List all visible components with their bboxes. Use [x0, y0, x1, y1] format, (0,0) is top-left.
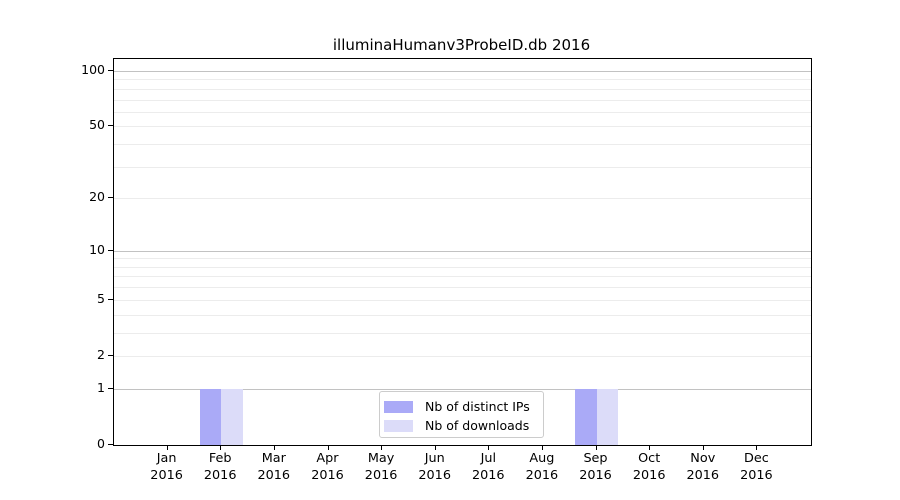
bar-downloads-sep-2016	[596, 388, 618, 445]
gridline-8	[114, 266, 811, 268]
x-tick-label-oct-2016: Oct 2016	[632, 451, 666, 483]
legend-swatch-distinct-ips	[384, 400, 413, 413]
plot-area	[113, 58, 812, 446]
gridline-20	[114, 198, 811, 200]
y-tick-label-1: 1	[97, 379, 105, 395]
x-tick-may-2016	[381, 445, 383, 450]
gridline-70	[114, 99, 811, 101]
y-tick-20	[108, 197, 113, 199]
x-tick-label-jan-2016: Jan 2016	[150, 451, 183, 483]
y-tick-label-100: 100	[81, 61, 105, 77]
x-tick-label-feb-2016: Feb 2016	[203, 451, 237, 483]
x-tick-sep-2016	[595, 445, 597, 450]
x-tick-oct-2016	[649, 445, 651, 450]
gridline-10	[114, 250, 811, 252]
gridline-7	[114, 276, 811, 278]
gridline-40	[114, 144, 811, 145]
y-tick-100	[108, 69, 113, 71]
x-tick-mar-2016	[273, 445, 275, 450]
x-tick-jul-2016	[488, 445, 490, 450]
x-tick-nov-2016	[702, 445, 704, 450]
x-tick-label-mar-2016: Mar 2016	[257, 451, 291, 483]
x-tick-label-may-2016: May 2016	[364, 451, 398, 483]
gridline-6	[114, 287, 811, 289]
gridline-80	[114, 88, 811, 90]
gridline-1	[114, 388, 811, 390]
legend-item-downloads: Nb of downloads	[384, 416, 535, 435]
y-tick-label-10: 10	[89, 241, 105, 257]
x-tick-label-jun-2016: Jun 2016	[418, 451, 451, 483]
x-tick-dec-2016	[756, 445, 758, 450]
x-tick-label-jul-2016: Jul 2016	[472, 451, 505, 483]
y-tick-5	[108, 298, 113, 300]
y-tick-10	[108, 249, 113, 251]
legend-label-distinct-ips: Nb of distinct IPs	[425, 399, 530, 414]
gridline-5	[114, 299, 811, 301]
x-tick-apr-2016	[327, 445, 329, 450]
bar-distinct-ips-sep-2016	[575, 388, 597, 445]
y-tick-0	[108, 444, 113, 445]
gridline-9	[114, 258, 811, 260]
y-tick-2	[108, 355, 113, 356]
bar-downloads-feb-2016	[221, 388, 243, 445]
y-tick-50	[108, 125, 113, 127]
gridline-2	[114, 356, 811, 357]
x-tick-aug-2016	[541, 445, 543, 450]
x-tick-label-nov-2016: Nov 2016	[686, 451, 720, 483]
chart-title: illuminaHumanv3ProbeID.db 2016	[332, 36, 591, 54]
x-tick-label-sep-2016: Sep 2016	[579, 451, 612, 483]
x-tick-jun-2016	[434, 445, 436, 450]
gridline-30	[114, 166, 811, 168]
legend-item-distinct-ips: Nb of distinct IPs	[384, 397, 535, 416]
x-tick-label-dec-2016: Dec 2016	[740, 451, 773, 483]
gridline-4	[114, 314, 811, 316]
gridline-50	[114, 126, 811, 128]
gridline-60	[114, 111, 811, 113]
x-tick-label-aug-2016: Aug 2016	[525, 451, 559, 483]
y-tick-label-2: 2	[97, 347, 105, 362]
x-tick-feb-2016	[220, 445, 222, 450]
x-tick-label-apr-2016: Apr 2016	[311, 451, 344, 483]
legend: Nb of distinct IPs Nb of downloads	[379, 391, 544, 438]
gridline-100	[114, 70, 811, 72]
y-tick-1	[108, 387, 113, 389]
gridline-90	[114, 79, 811, 81]
y-tick-label-50: 50	[89, 117, 105, 133]
legend-label-downloads: Nb of downloads	[425, 418, 530, 433]
gridline-3	[114, 332, 811, 334]
legend-swatch-downloads	[384, 419, 413, 432]
y-tick-label-20: 20	[89, 189, 105, 205]
bar-distinct-ips-feb-2016	[199, 388, 222, 445]
y-tick-label-5: 5	[97, 290, 105, 306]
x-tick-jan-2016	[166, 445, 168, 450]
y-tick-label-0: 0	[97, 436, 105, 451]
